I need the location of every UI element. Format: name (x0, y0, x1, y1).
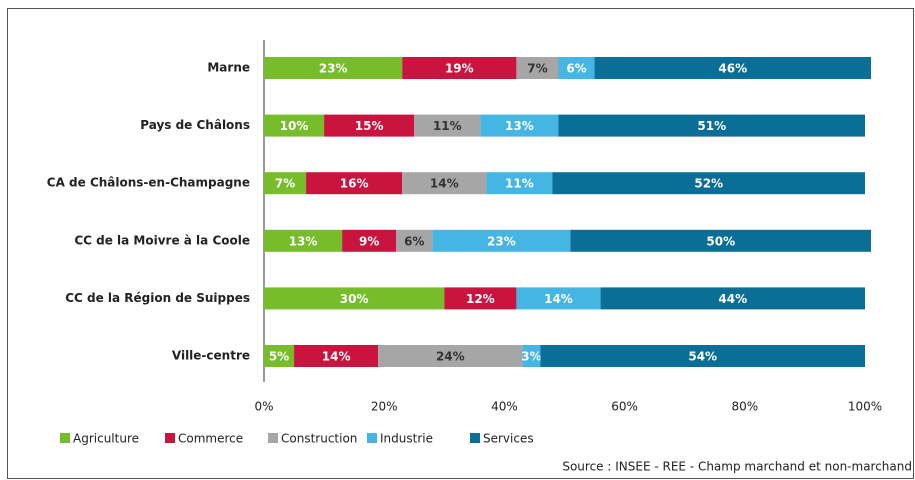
bar-segment (324, 114, 415, 137)
x-tick-label: 100% (848, 400, 882, 414)
legend-label: Agriculture (73, 432, 139, 446)
legend-swatch (470, 433, 480, 443)
bar-segment (378, 345, 523, 367)
bar-segment (264, 114, 325, 137)
data-label: 15% (355, 119, 384, 133)
data-label: 7% (527, 62, 547, 76)
data-label: 12% (466, 292, 495, 306)
category-label: Pays de Châlons (140, 118, 250, 132)
data-label: 54% (688, 350, 717, 364)
bar-segment (558, 114, 865, 137)
data-label: 5% (269, 350, 289, 364)
frame (7, 8, 914, 479)
data-label: 9% (359, 234, 379, 248)
data-label: 30% (340, 292, 369, 306)
x-tick-label: 80% (731, 400, 758, 414)
bar-segment (486, 172, 553, 195)
bar-segment (264, 172, 307, 195)
x-tick-label: 40% (491, 400, 518, 414)
data-label: 7% (275, 177, 295, 191)
bar-segment (294, 345, 379, 367)
data-label: 6% (404, 234, 424, 248)
bar-segment (558, 57, 595, 79)
bar-segment (306, 172, 403, 195)
bar-segment (414, 114, 481, 137)
data-label: 14% (430, 177, 459, 191)
data-label: 50% (706, 234, 735, 248)
bar-segment (432, 229, 571, 252)
data-label: 24% (436, 350, 465, 364)
bar-segment (402, 172, 487, 195)
x-tick-label: 20% (371, 400, 398, 414)
data-label: 10% (280, 119, 309, 133)
x-tick-label: 60% (611, 400, 638, 414)
bar-segment (396, 229, 433, 252)
data-label: 14% (322, 350, 351, 364)
bar-segment (516, 57, 559, 79)
bar-segment (264, 345, 295, 367)
data-label: 11% (433, 119, 462, 133)
bar-segment (600, 287, 865, 310)
data-label: 13% (505, 119, 534, 133)
data-label: 13% (289, 234, 318, 248)
bar-segment (264, 287, 445, 310)
data-label: 52% (694, 177, 723, 191)
data-label: 19% (445, 62, 474, 76)
data-label: 44% (718, 292, 747, 306)
data-label: 23% (319, 62, 348, 76)
bar-segment (264, 57, 403, 79)
data-label: 6% (566, 62, 586, 76)
legend-swatch (165, 433, 175, 443)
x-tick-label: 0% (254, 400, 273, 414)
legend-swatch (268, 433, 278, 443)
category-label: CC de la Moivre à la Coole (74, 233, 250, 247)
bar-segment (552, 172, 865, 195)
bar-segment (342, 229, 397, 252)
data-label: 46% (718, 62, 747, 76)
category-label: Ville-centre (172, 349, 250, 363)
data-label: 11% (505, 177, 534, 191)
bar-segment (402, 57, 517, 79)
source: Source : INSEE - REE - Champ marchand et… (562, 460, 912, 474)
category-label: Marne (207, 61, 250, 75)
data-label: 14% (544, 292, 573, 306)
legend-swatch (367, 433, 377, 443)
legend-label: Industrie (380, 432, 433, 446)
legend-swatch (60, 433, 70, 443)
legend-label: Services (483, 432, 534, 446)
bar-segment (264, 229, 343, 252)
legend-label: Construction (281, 432, 357, 446)
data-label: 51% (697, 119, 726, 133)
bar-segment (516, 287, 601, 310)
category-label: CA de Châlons-en-Champagne (47, 176, 250, 190)
bar-segment (540, 345, 865, 367)
category-label: CC de la Région de Suippes (65, 291, 250, 305)
bar-segment (444, 287, 517, 310)
legend-label: Commerce (178, 432, 243, 446)
data-label: 23% (487, 234, 516, 248)
bar-segment (480, 114, 559, 137)
data-label: 3% (521, 350, 541, 364)
bar-segment (594, 57, 872, 79)
bar-segment (522, 345, 541, 367)
data-label: 16% (340, 177, 369, 191)
bar-segment (570, 229, 872, 252)
